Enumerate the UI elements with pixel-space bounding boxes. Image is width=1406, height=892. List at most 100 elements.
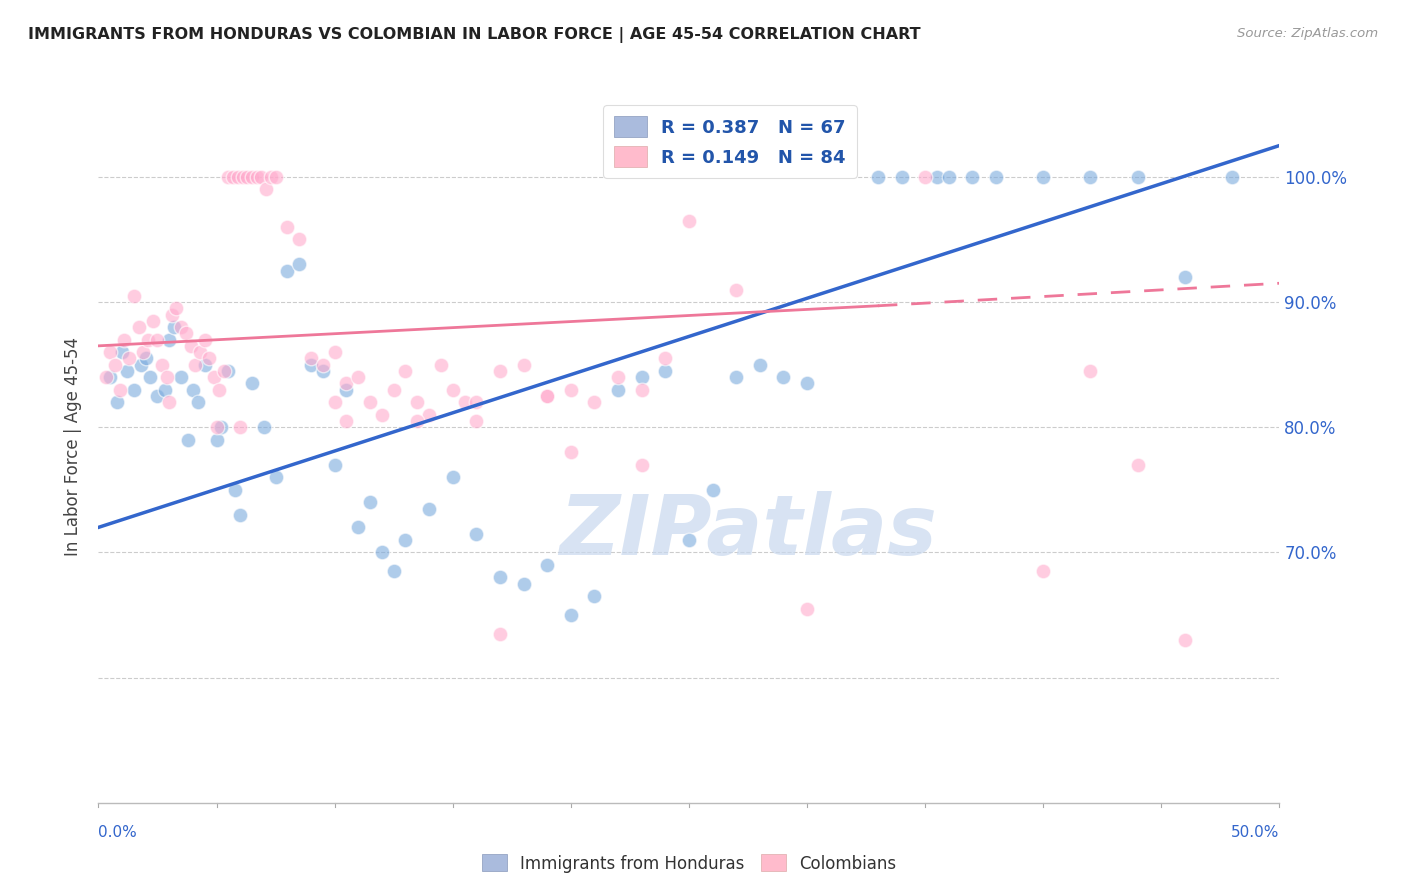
Point [240, 169, 263, 184]
Point [205, 433, 228, 447]
Point [418, 408, 440, 422]
Point [1220, 169, 1243, 184]
Point [441, 383, 464, 397]
Point [796, 376, 818, 391]
Point [630, 458, 652, 472]
Point [299, 351, 322, 366]
Point [236, 169, 259, 184]
Point [98, 345, 121, 359]
Point [512, 358, 534, 372]
Point [139, 370, 162, 384]
Point [394, 364, 416, 378]
Point [153, 383, 176, 397]
Point [94, 370, 117, 384]
Point [678, 213, 700, 227]
Point [104, 358, 127, 372]
Point [229, 420, 252, 434]
Point [135, 351, 157, 366]
Point [489, 627, 512, 641]
Point [132, 345, 155, 359]
Point [122, 383, 145, 397]
Text: IMMIGRANTS FROM HONDURAS VS COLOMBIAN IN LABOR FORCE | AGE 45-54 CORRELATION CHA: IMMIGRANTS FROM HONDURAS VS COLOMBIAN IN… [28, 27, 921, 43]
Point [406, 395, 429, 409]
Point [1174, 270, 1197, 285]
Point [1080, 169, 1102, 184]
Point [180, 339, 202, 353]
Point [129, 358, 152, 372]
Point [890, 169, 912, 184]
Point [250, 169, 273, 184]
Point [1126, 169, 1149, 184]
Point [772, 370, 794, 384]
Point [748, 358, 770, 372]
Point [430, 358, 453, 372]
Point [323, 458, 346, 472]
Point [184, 358, 207, 372]
Point [347, 520, 370, 534]
Text: ZIPatlas: ZIPatlas [560, 491, 936, 572]
Point [607, 370, 630, 384]
Point [160, 308, 183, 322]
Point [136, 333, 159, 347]
Point [128, 320, 150, 334]
Point [382, 383, 405, 397]
Point [938, 169, 960, 184]
Point [224, 483, 246, 497]
Point [925, 169, 948, 184]
Point [194, 358, 217, 372]
Point [253, 420, 276, 434]
Point [222, 169, 245, 184]
Text: Source: ZipAtlas.com: Source: ZipAtlas.com [1237, 27, 1378, 40]
Point [229, 508, 252, 522]
Point [335, 414, 357, 428]
Point [212, 364, 235, 378]
Point [246, 169, 269, 184]
Point [489, 570, 512, 584]
Point [1032, 564, 1054, 578]
Point [115, 364, 138, 378]
Point [359, 395, 381, 409]
Point [288, 257, 311, 271]
Point [226, 169, 249, 184]
Point [382, 564, 405, 578]
Point [394, 533, 416, 547]
Point [489, 364, 512, 378]
Legend: Immigrants from Honduras, Colombians: Immigrants from Honduras, Colombians [475, 847, 903, 880]
Point [157, 333, 180, 347]
Point [441, 470, 464, 484]
Point [371, 545, 394, 559]
Point [406, 414, 429, 428]
Point [560, 607, 582, 622]
Point [108, 383, 131, 397]
Point [209, 420, 232, 434]
Y-axis label: In Labor Force | Age 45-54: In Labor Force | Age 45-54 [65, 336, 83, 556]
Point [205, 420, 228, 434]
Point [583, 589, 606, 603]
Point [560, 383, 582, 397]
Point [560, 445, 582, 459]
Point [654, 351, 676, 366]
Point [453, 395, 475, 409]
Point [1174, 633, 1197, 648]
Point [181, 383, 204, 397]
Point [678, 533, 700, 547]
Point [187, 395, 209, 409]
Point [725, 370, 748, 384]
Point [174, 326, 197, 341]
Text: 0.0%: 0.0% [98, 825, 138, 840]
Point [323, 395, 346, 409]
Point [465, 414, 488, 428]
Point [240, 376, 263, 391]
Point [323, 345, 346, 359]
Point [962, 169, 984, 184]
Point [264, 169, 287, 184]
Legend: R = 0.387   N = 67, R = 0.149   N = 84: R = 0.387 N = 67, R = 0.149 N = 84 [603, 105, 856, 178]
Point [142, 314, 165, 328]
Point [702, 483, 724, 497]
Point [188, 345, 211, 359]
Text: 50.0%: 50.0% [1232, 825, 1279, 840]
Point [465, 395, 488, 409]
Point [217, 364, 239, 378]
Point [202, 370, 225, 384]
Point [796, 601, 818, 615]
